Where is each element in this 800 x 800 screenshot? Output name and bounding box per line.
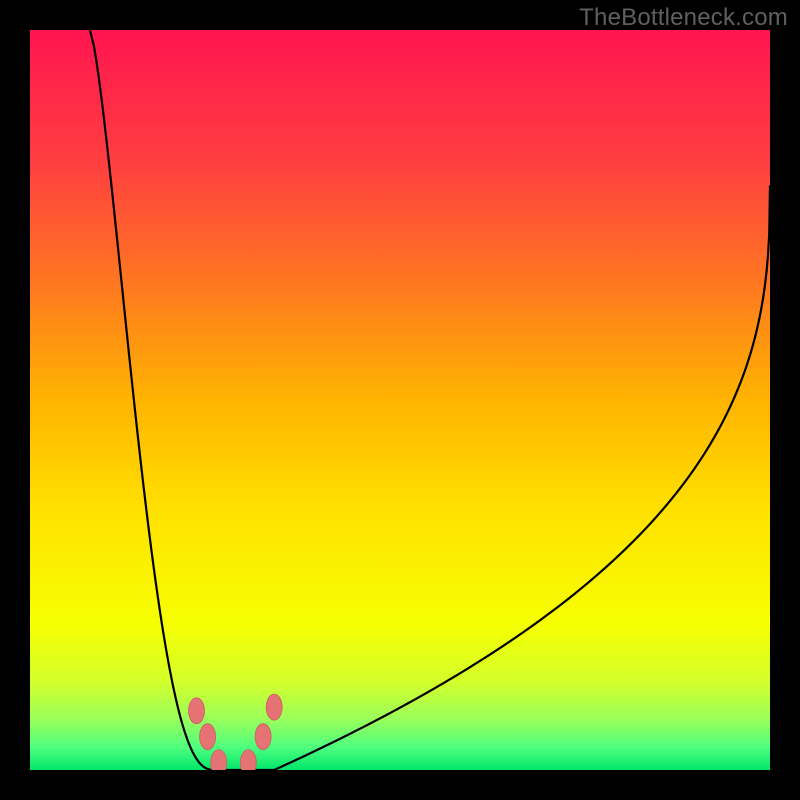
- gradient-background: [30, 30, 770, 770]
- curve-marker: [189, 698, 205, 724]
- curve-marker: [266, 694, 282, 720]
- curve-marker: [255, 724, 271, 750]
- curve-marker: [200, 724, 216, 750]
- watermark-text: TheBottleneck.com: [579, 4, 788, 32]
- bottleneck-chart: [0, 0, 800, 800]
- chart-container: { "watermark": "TheBottleneck.com", "cha…: [0, 0, 800, 800]
